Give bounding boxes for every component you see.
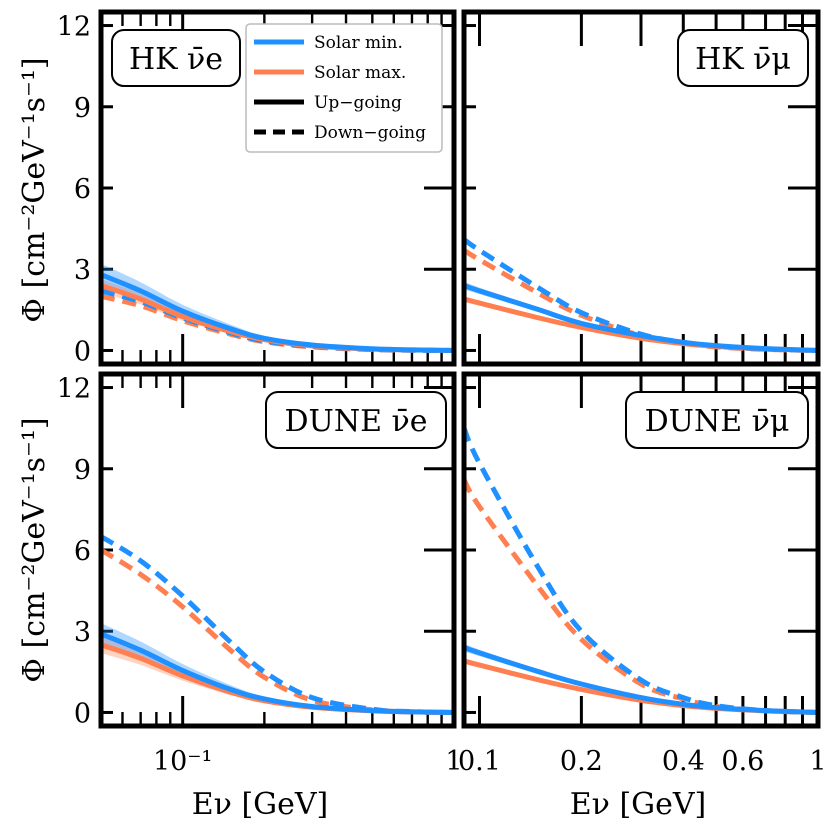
- y-tick-label: 12: [57, 374, 91, 405]
- series-group: [464, 427, 818, 715]
- line-solar-max-down-going: [101, 547, 454, 715]
- y-tick-label: 0: [74, 336, 91, 367]
- series-group: [101, 263, 454, 353]
- panel-title-box: [265, 391, 447, 449]
- panel-top-right: HK ν̄μ: [461, 9, 821, 367]
- y-tick-label: 6: [74, 174, 91, 205]
- band-solar-max-up-going: [101, 636, 454, 713]
- line-solar-min-down-going: [464, 427, 818, 715]
- panel-bottom-left: 0 3 6 9 12 10⁻¹ 1 DUNE ν̄e: [57, 371, 463, 777]
- panel-title-box: [111, 29, 241, 87]
- axes-frame: [461, 371, 821, 729]
- x-tick-label: 1: [809, 746, 826, 777]
- legend: Solar min. Solar max. Up−going Down−goin…: [245, 23, 443, 153]
- legend-label-up-going: Up−going: [314, 93, 402, 113]
- panel-title: HK ν̄e: [129, 42, 223, 77]
- y-tick-label: 3: [74, 255, 91, 286]
- panel-bottom-right: 0.1 0.2 0.4 0.6 1 DUNE ν̄μ: [458, 371, 827, 777]
- x-axis-label-right: Eν [GeV]: [570, 787, 706, 822]
- y-tick-label: 3: [74, 617, 91, 648]
- y-tick-label: 6: [74, 536, 91, 567]
- x-tick-label: 0.4: [662, 746, 705, 777]
- series-group: [101, 534, 454, 715]
- y-tick-label: 9: [74, 93, 91, 124]
- x-tick-label: 0.2: [560, 746, 603, 777]
- x-tick-label: 10⁻¹: [153, 746, 212, 777]
- line-solar-min-up-going: [464, 645, 818, 715]
- legend-label-solar-max: Solar max.: [314, 63, 406, 83]
- axes-frame: [461, 9, 821, 367]
- line-solar-max-down-going: [464, 248, 818, 353]
- x-tick-label: 0.6: [721, 746, 764, 777]
- line-solar-min-up-going: [464, 283, 818, 353]
- y-axis-label-bottom: Φ [cm⁻²GeV⁻¹s⁻¹]: [17, 417, 52, 682]
- y-tick-label: 0: [74, 698, 91, 729]
- line-solar-min-up-going: [101, 631, 454, 715]
- panel-title: HK ν̄μ: [695, 42, 791, 77]
- x-tick-label: 1: [445, 746, 462, 777]
- panel-title-box: [625, 391, 809, 449]
- y-tick-label: 9: [74, 455, 91, 486]
- x-tick-label: 0.1: [458, 746, 501, 777]
- y-axis-label-top: Φ [cm⁻²GeV⁻¹s⁻¹]: [17, 57, 52, 322]
- axes-frame: [98, 371, 457, 729]
- x-axis-label-left: Eν [GeV]: [192, 787, 328, 822]
- panel-title: DUNE ν̄e: [284, 404, 427, 439]
- panel-title-box: [677, 29, 809, 87]
- axes-frame: [98, 9, 457, 367]
- legend-label-down-going: Down−going: [314, 123, 426, 143]
- y-tick-label: 12: [57, 12, 91, 43]
- line-solar-max-down-going: [101, 293, 454, 353]
- line-solar-min-up-going: [101, 272, 454, 353]
- series-group: [464, 237, 818, 353]
- panel-title: DUNE ν̄μ: [645, 404, 790, 439]
- legend-label-solar-min: Solar min.: [314, 33, 403, 53]
